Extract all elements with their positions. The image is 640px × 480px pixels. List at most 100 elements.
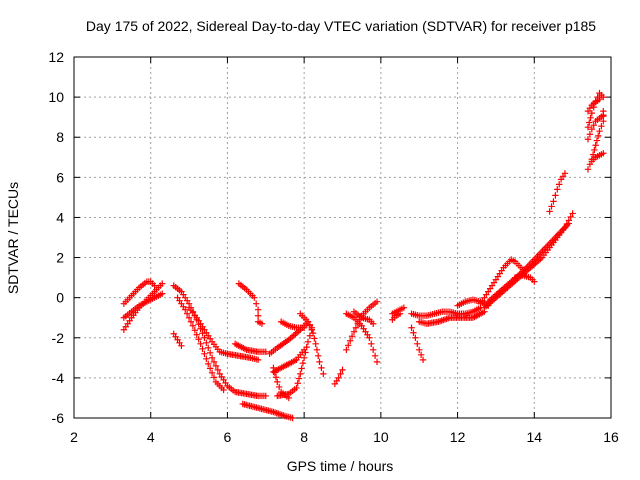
data-series-arc-15 bbox=[270, 364, 292, 402]
data-point bbox=[285, 394, 292, 402]
data-point bbox=[159, 290, 166, 297]
data-series-arc-20 bbox=[343, 310, 381, 366]
data-series-arc-12 bbox=[266, 318, 327, 378]
data-point bbox=[598, 122, 605, 130]
data-point bbox=[335, 374, 342, 382]
data-series-arc-31 bbox=[511, 272, 538, 285]
data-point bbox=[316, 358, 323, 366]
data-point bbox=[195, 336, 202, 343]
data-point bbox=[289, 414, 296, 422]
data-point bbox=[262, 392, 269, 400]
data-point bbox=[183, 310, 191, 317]
data-point bbox=[299, 359, 307, 367]
data-point bbox=[271, 369, 278, 376]
data-point bbox=[205, 344, 212, 352]
data-series-arc-23 bbox=[389, 310, 404, 323]
data-point bbox=[315, 352, 322, 360]
data-point bbox=[300, 324, 308, 331]
data-point bbox=[203, 355, 210, 363]
data-point bbox=[561, 170, 569, 177]
data-series-arc-21 bbox=[350, 308, 377, 327]
x-tick-label: 2 bbox=[70, 429, 78, 445]
data-point bbox=[311, 335, 318, 342]
data-point bbox=[208, 369, 216, 377]
data-point bbox=[414, 340, 421, 347]
data-point bbox=[584, 136, 592, 143]
data-point bbox=[193, 331, 200, 338]
data-point bbox=[556, 181, 563, 188]
data-point bbox=[293, 384, 300, 392]
data-point bbox=[417, 351, 425, 359]
data-point bbox=[295, 375, 303, 382]
data-point bbox=[410, 329, 417, 336]
data-point bbox=[203, 339, 210, 346]
data-series-arc-17 bbox=[277, 318, 308, 331]
data-point bbox=[300, 354, 308, 362]
data-point bbox=[252, 300, 260, 307]
y-tick-label: -2 bbox=[52, 330, 65, 346]
data-point bbox=[554, 186, 561, 193]
data-point bbox=[596, 128, 603, 135]
data-series-arc-30 bbox=[485, 220, 573, 305]
data-series-arc-7 bbox=[185, 304, 231, 358]
data-series-arc-9 bbox=[231, 340, 269, 356]
data-point bbox=[396, 310, 404, 317]
y-tick-label: 0 bbox=[56, 290, 64, 306]
data-point bbox=[159, 280, 166, 287]
data-point bbox=[187, 318, 195, 325]
data-point bbox=[371, 352, 379, 360]
data-point bbox=[318, 364, 325, 372]
data-series-arc-10 bbox=[224, 350, 262, 364]
data-point bbox=[337, 370, 344, 378]
data-series-arc-16 bbox=[297, 310, 316, 333]
data-point bbox=[596, 95, 603, 103]
data-point bbox=[584, 123, 592, 131]
data-series-arc-36 bbox=[588, 150, 607, 165]
data-point bbox=[182, 306, 189, 313]
data-point bbox=[201, 334, 208, 341]
data-point bbox=[595, 132, 602, 140]
data-point bbox=[565, 220, 573, 227]
data-series-arc-26 bbox=[416, 308, 488, 327]
data-point bbox=[178, 342, 185, 349]
data-point bbox=[258, 320, 266, 327]
data-point bbox=[546, 208, 553, 215]
data-point bbox=[191, 327, 199, 334]
data-point bbox=[400, 304, 408, 311]
y-axis-label: SDTVAR / TECUs bbox=[5, 182, 21, 294]
data-point bbox=[254, 306, 262, 313]
data-point bbox=[569, 210, 576, 217]
data-point bbox=[552, 192, 559, 199]
data-series-arc-37 bbox=[584, 95, 603, 115]
data-point bbox=[320, 370, 327, 378]
data-point bbox=[214, 366, 222, 374]
data-point bbox=[366, 334, 373, 341]
data-point bbox=[151, 282, 158, 289]
data-point bbox=[313, 346, 321, 354]
data-series-arc-11 bbox=[239, 400, 296, 422]
data-point bbox=[189, 322, 197, 329]
data-point bbox=[584, 166, 592, 173]
data-point bbox=[600, 93, 607, 101]
data-point bbox=[210, 374, 218, 381]
axis-ticks: 2 4 6 8 10 12 14 16 -6 -4 -2 0 2 4 6 8 10 12 bbox=[48, 49, 619, 445]
data-point bbox=[306, 322, 314, 329]
data-point bbox=[312, 340, 319, 347]
data-point bbox=[368, 340, 375, 347]
data-series-arc-6 bbox=[170, 330, 185, 349]
y-tick-label: 10 bbox=[48, 89, 64, 105]
x-tick-label: 4 bbox=[147, 429, 155, 445]
data-point bbox=[600, 111, 607, 119]
data-point bbox=[593, 137, 601, 144]
data-point bbox=[339, 366, 346, 374]
data-point bbox=[369, 346, 377, 354]
data-point bbox=[272, 374, 280, 381]
data-point bbox=[197, 340, 204, 347]
data-point bbox=[419, 356, 427, 364]
data-point bbox=[205, 360, 212, 368]
x-tick-label: 10 bbox=[373, 429, 389, 445]
data-point bbox=[408, 324, 415, 331]
data-point bbox=[254, 312, 262, 319]
data-point bbox=[206, 349, 214, 357]
